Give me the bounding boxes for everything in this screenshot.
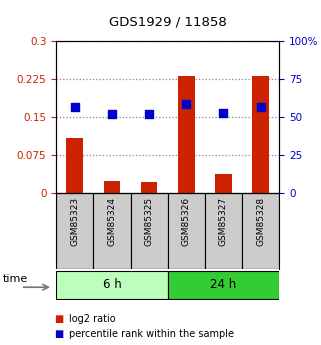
Bar	[56, 270, 168, 298]
Text: GSM85328: GSM85328	[256, 197, 265, 246]
Point	[109, 111, 115, 117]
Bar	[178, 76, 195, 193]
Text: GSM85323: GSM85323	[70, 197, 79, 246]
Bar	[168, 270, 279, 298]
Point	[147, 111, 152, 117]
Text: log2 ratio: log2 ratio	[69, 314, 116, 324]
Text: ■: ■	[55, 329, 64, 339]
Text: GSM85325: GSM85325	[145, 197, 154, 246]
Bar	[252, 76, 269, 193]
Point	[184, 101, 189, 106]
Bar	[242, 193, 279, 269]
Bar	[56, 193, 93, 269]
Bar	[131, 193, 168, 269]
Bar	[66, 138, 83, 193]
Text: GSM85327: GSM85327	[219, 197, 228, 246]
Bar	[93, 193, 131, 269]
Point	[72, 104, 77, 109]
Bar	[104, 180, 120, 193]
Text: GSM85326: GSM85326	[182, 197, 191, 246]
Bar	[141, 182, 158, 193]
Text: GDS1929 / 11858: GDS1929 / 11858	[109, 16, 227, 29]
Text: time: time	[3, 275, 29, 284]
Text: ■: ■	[55, 314, 64, 324]
Bar	[215, 175, 232, 193]
Text: 24 h: 24 h	[210, 277, 237, 290]
Text: GSM85324: GSM85324	[108, 197, 117, 246]
Bar	[205, 193, 242, 269]
Text: 6 h: 6 h	[103, 277, 121, 290]
Point	[258, 104, 263, 109]
Bar	[168, 193, 205, 269]
Text: percentile rank within the sample: percentile rank within the sample	[69, 329, 234, 339]
Point	[221, 110, 226, 116]
